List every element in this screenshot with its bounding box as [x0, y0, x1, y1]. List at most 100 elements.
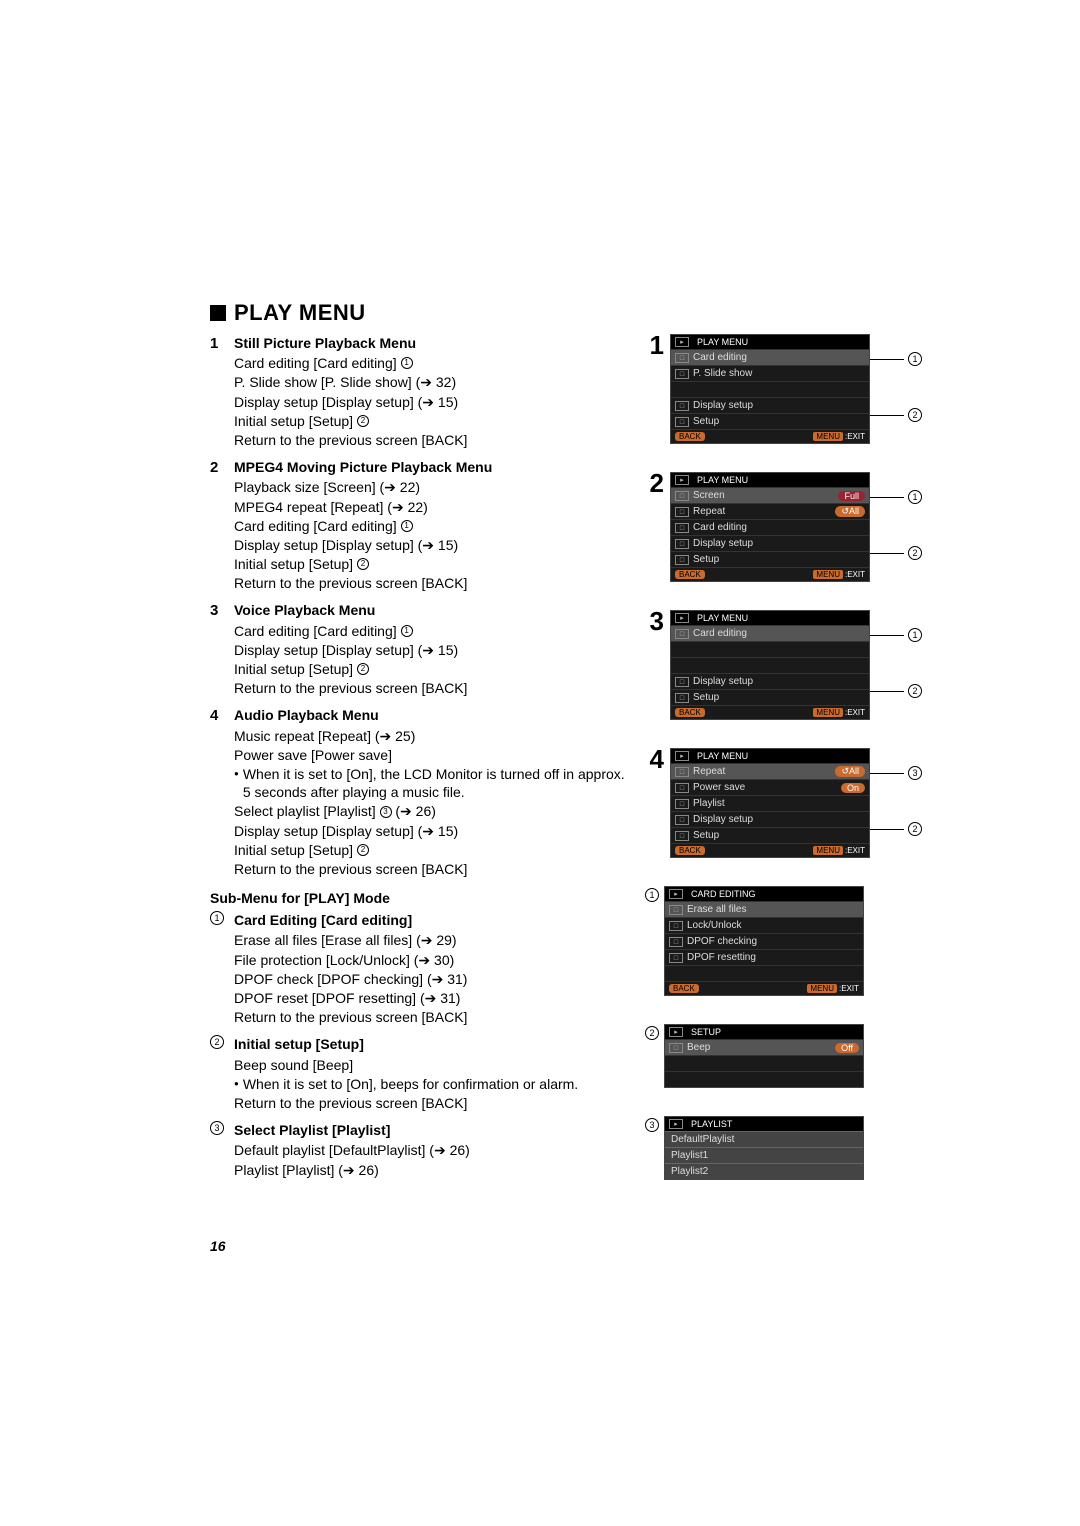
sub-line: Beep sound [Beep]	[234, 1056, 630, 1074]
playlist-row: Playlist1	[665, 1147, 863, 1163]
circle-number-icon: 2	[908, 822, 922, 836]
callout-line-icon	[870, 691, 904, 692]
menu-row: □DPOF checking	[665, 933, 863, 949]
section-header: PLAY MENU	[210, 300, 960, 326]
circle-number-icon: 2	[645, 1026, 659, 1040]
menu-header-text: PLAY MENU	[697, 751, 748, 761]
menu-block: 3▸PLAYLISTDefaultPlaylistPlaylist1Playli…	[640, 1116, 960, 1180]
line-text: Display setup [Display setup] (➔ 15)	[234, 537, 458, 553]
callout-line-icon	[870, 553, 904, 554]
row-label: Setup	[693, 830, 865, 841]
section-line: Initial setup [Setup] 2	[234, 841, 630, 859]
menu-header-text: PLAY MENU	[697, 613, 748, 623]
bullet-text: When it is set to [On], the LCD Monitor …	[243, 765, 630, 801]
lcd-menu-panel: ▸PLAY MENU□Card editing□P. Slide show □D…	[670, 334, 870, 444]
section: 1Still Picture Playback MenuCard editing…	[210, 334, 630, 450]
line-text: Select playlist [Playlist]	[234, 803, 380, 819]
row-label: Erase all files	[687, 904, 859, 915]
line-text: Initial setup [Setup]	[234, 556, 357, 572]
callout-line-icon	[870, 829, 904, 830]
exit-chip: MENU:EXIT	[813, 846, 865, 855]
menu-block: 1▸CARD EDITING□Erase all files□Lock/Unlo…	[640, 886, 960, 996]
exit-text: :EXIT	[845, 846, 865, 855]
line-text: Card editing [Card editing]	[234, 518, 401, 534]
sub-menu-header: Sub-Menu for [PLAY] Mode	[210, 889, 630, 907]
row-icon: □	[675, 417, 689, 427]
menu-row	[665, 1071, 863, 1087]
row-icon: □	[675, 799, 689, 809]
menu-header-text: CARD EDITING	[691, 889, 756, 899]
menu-row: □Display setup	[671, 535, 869, 551]
section-number: 3	[210, 601, 234, 698]
back-chip: BACK	[675, 570, 705, 579]
callout: 1	[870, 352, 922, 366]
sub-line: Return to the previous screen [BACK]	[234, 1008, 630, 1026]
row-label: Beep	[687, 1042, 835, 1053]
line-text: Return to the previous screen [BACK]	[234, 861, 467, 877]
section-body: Voice Playback MenuCard editing [Card ed…	[234, 601, 630, 698]
section-body: MPEG4 Moving Picture Playback MenuPlayba…	[234, 458, 630, 593]
callout: 1	[870, 628, 922, 642]
row-icon: □	[675, 353, 689, 363]
row-icon: □	[669, 921, 683, 931]
section-line: Card editing [Card editing] 1	[234, 354, 630, 372]
row-label: Lock/Unlock	[687, 920, 859, 931]
row-icon: □	[675, 507, 689, 517]
sub-line: Erase all files [Erase all files] (➔ 29)	[234, 931, 630, 949]
circle-number-icon: 3	[645, 1118, 659, 1132]
line-text: Card editing [Card editing]	[234, 623, 401, 639]
sub-line: File protection [Lock/Unlock] (➔ 30)	[234, 951, 630, 969]
callout-line-icon	[870, 773, 904, 774]
line-text: Music repeat [Repeat] (➔ 25)	[234, 728, 415, 744]
menu-panel-header: ▸PLAY MENU	[671, 611, 869, 625]
lcd-menu-panel: ▸PLAY MENU□Card editing □Display setup□S…	[670, 610, 870, 720]
manual-page: PLAY MENU 1Still Picture Playback MenuCa…	[0, 0, 1080, 1314]
menu-number: 1	[640, 330, 670, 361]
menu-row	[671, 381, 869, 397]
back-chip: BACK	[669, 984, 699, 993]
circle-ref-icon: 2	[357, 663, 369, 675]
menu-row: □Card editing	[671, 625, 869, 641]
section-line: Return to the previous screen [BACK]	[234, 860, 630, 878]
menu-row: □ Lock/Unlock	[665, 917, 863, 933]
menu-row: □DPOF resetting	[665, 949, 863, 965]
circle-number-icon: 3	[210, 1121, 224, 1135]
menu-header-icon: ▸	[675, 475, 689, 485]
menu-row	[665, 965, 863, 981]
line-text: Return to the previous screen [BACK]	[234, 432, 467, 448]
section: 2MPEG4 Moving Picture Playback MenuPlayb…	[210, 458, 630, 593]
section-number: 2	[210, 458, 234, 593]
menu-row: □P. Slide show	[671, 365, 869, 381]
circle-number-icon: 1	[908, 628, 922, 642]
section-line: Return to the previous screen [BACK]	[234, 574, 630, 592]
row-label: Power save	[693, 782, 841, 793]
row-label: Display setup	[693, 400, 865, 411]
circle-ref-icon: 2	[357, 844, 369, 856]
circle-number-icon: 2	[908, 408, 922, 422]
row-icon: □	[669, 953, 683, 963]
sub-body: Initial setup [Setup]Beep sound [Beep]●W…	[234, 1035, 630, 1113]
playlist-row: Playlist2	[665, 1163, 863, 1179]
sub-line: Return to the previous screen [BACK]	[234, 1094, 630, 1112]
exit-menu-label: MENU	[807, 984, 837, 993]
row-value: On	[841, 783, 865, 793]
row-label: DPOF checking	[687, 936, 859, 947]
menu-row: □Setup	[671, 689, 869, 705]
bullet-icon: ●	[234, 769, 239, 801]
circle-number-icon: 2	[908, 546, 922, 560]
section-line: Select playlist [Playlist] 3 (➔ 26)	[234, 802, 630, 820]
menu-panel-header: ▸PLAY MENU	[671, 335, 869, 349]
menu-header-text: PLAY MENU	[697, 337, 748, 347]
row-label: Setup	[693, 554, 865, 565]
menu-block: 2▸SETUP□BeepOff	[640, 1024, 960, 1088]
section-title: Still Picture Playback Menu	[234, 334, 630, 352]
row-icon: □	[675, 523, 689, 533]
row-icon: □	[675, 815, 689, 825]
menu-circ-label: 2	[640, 1024, 664, 1040]
line-text: Return to the previous screen [BACK]	[234, 575, 467, 591]
row-value: ↺All	[835, 766, 865, 777]
menu-header-text: SETUP	[691, 1027, 721, 1037]
line-text: Playback size [Screen] (➔ 22)	[234, 479, 420, 495]
row-value: ↺All	[835, 506, 865, 517]
menu-row: □Setup	[671, 413, 869, 429]
